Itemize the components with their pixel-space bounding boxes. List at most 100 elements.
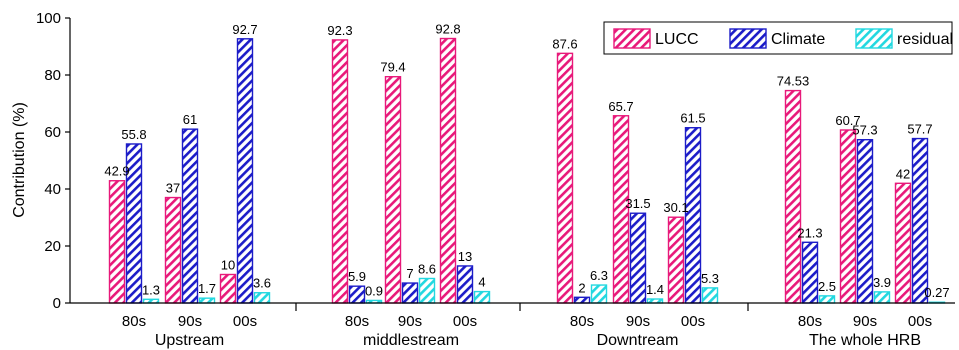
data-label-climate-11: 57.7 [907, 122, 932, 137]
y-tick-label: 40 [44, 181, 61, 198]
bar-residual-2 [253, 292, 271, 304]
bar-lucc-3 [331, 39, 349, 304]
bar-residual-1 [198, 297, 216, 304]
data-label-lucc-2: 10 [221, 258, 235, 273]
data-label-residual-0: 1.3 [142, 282, 160, 297]
bar-lucc-2 [219, 273, 237, 304]
legend-label-climate: Climate [771, 31, 825, 48]
x-tick-label: 00s [453, 313, 477, 330]
x-tick-label: 80s [345, 313, 369, 330]
data-label-climate-1: 61 [183, 112, 197, 127]
data-label-climate-7: 31.5 [625, 196, 650, 211]
bar-lucc-4 [384, 76, 402, 304]
group-label: The whole HRB [809, 332, 921, 349]
data-label-residual-11: 0.27 [924, 285, 949, 300]
legend-swatch-climate [729, 28, 767, 49]
bar-climate-11 [911, 137, 929, 304]
data-label-lucc-3: 92.3 [327, 23, 352, 38]
bar-lucc-11 [894, 182, 912, 304]
data-label-climate-3: 5.9 [348, 269, 366, 284]
data-label-residual-8: 5.3 [701, 271, 719, 286]
bar-climate-5 [456, 265, 474, 304]
y-axis-title: Contribution (%) [11, 102, 28, 218]
bar-lucc-1 [164, 196, 182, 304]
data-label-lucc-9: 74.53 [777, 74, 810, 89]
bar-climate-4 [401, 282, 419, 304]
x-tick-label: 90s [853, 313, 877, 330]
data-label-residual-9: 2.5 [818, 279, 836, 294]
x-tick-label: 80s [122, 313, 146, 330]
bar-lucc-5 [439, 37, 457, 304]
data-labels-layer: 42.9 37 10 92.3 79.4 92.8 87.6 65.7 30.1 74.53 60.… [104, 22, 949, 301]
bar-climate-2 [236, 38, 254, 304]
x-tick-label: 90s [178, 313, 202, 330]
bar-lucc-8 [667, 216, 685, 304]
bar-residual-9 [818, 295, 836, 304]
legend-label-residual: residual [897, 31, 953, 48]
bar-residual-6 [590, 284, 608, 304]
data-label-residual-4: 8.6 [418, 261, 436, 276]
x-tick-label: 00s [233, 313, 257, 330]
data-label-climate-2: 92.7 [232, 22, 257, 37]
data-label-lucc-10: 60.7 [835, 113, 860, 128]
data-label-residual-1: 1.7 [198, 281, 216, 296]
bar-climate-6 [573, 296, 591, 304]
legend: LUCC Climate residual [603, 21, 953, 55]
data-label-lucc-6: 87.6 [552, 36, 577, 51]
x-tick-label: 90s [626, 313, 650, 330]
legend-label-lucc: LUCC [655, 31, 699, 48]
bar-residual-4 [418, 277, 436, 304]
bar-residual-10 [873, 291, 891, 304]
y-tick-label: 80 [44, 67, 61, 84]
data-label-climate-9: 21.3 [797, 225, 822, 240]
data-label-climate-5: 13 [458, 249, 472, 264]
x-tick-label: 00s [908, 313, 932, 330]
data-label-climate-10: 57.3 [852, 123, 877, 138]
data-label-residual-6: 6.3 [590, 268, 608, 283]
x-tick-label: 90s [398, 313, 422, 330]
legend-box [603, 21, 953, 55]
x-tick-label: 80s [798, 313, 822, 330]
data-label-residual-7: 1.4 [646, 282, 664, 297]
y-tick-label: 60 [44, 124, 61, 141]
data-label-lucc-0: 42.9 [104, 164, 129, 179]
data-label-climate-8: 61.5 [680, 111, 705, 126]
data-label-lucc-8: 30.1 [663, 200, 688, 215]
bar-climate-9 [801, 241, 819, 304]
data-label-residual-5: 4 [478, 275, 485, 290]
bar-lucc-9 [784, 89, 802, 304]
bar-lucc-0 [108, 180, 126, 304]
x-tick-label: 00s [681, 313, 705, 330]
data-label-climate-0: 55.8 [121, 127, 146, 142]
legend-swatch-lucc [613, 28, 651, 49]
data-label-climate-4: 7 [406, 266, 413, 281]
data-label-climate-6: 2 [578, 280, 585, 295]
bar-climate-7 [629, 212, 647, 304]
data-label-lucc-11: 42 [896, 166, 910, 181]
bar-climate-10 [856, 138, 874, 304]
bars-layer [108, 37, 946, 304]
y-tick-label: 20 [44, 238, 61, 255]
data-label-residual-10: 3.9 [873, 275, 891, 290]
y-tick-label: 0 [53, 295, 61, 312]
data-label-lucc-7: 65.7 [608, 99, 633, 114]
y-tick-label: 100 [36, 10, 61, 27]
bar-lucc-6 [556, 52, 574, 304]
bar-residual-8 [701, 287, 719, 304]
bar-lucc-10 [839, 129, 857, 304]
bar-climate-8 [684, 127, 702, 304]
data-label-residual-2: 3.6 [253, 276, 271, 291]
data-label-lucc-5: 92.8 [435, 22, 460, 37]
bar-residual-5 [473, 290, 491, 304]
group-label: Downtream [597, 332, 679, 349]
bar-climate-1 [181, 128, 199, 304]
data-label-residual-3: 0.9 [365, 283, 383, 298]
x-tick-label: 80s [570, 313, 594, 330]
data-label-lucc-1: 37 [166, 181, 180, 196]
axes-layer: 0 20 40 60 80 100 80s 90s 00s Upstream 80s 90s 00s mi… [36, 10, 955, 349]
legend-swatch-residual [855, 28, 893, 49]
data-label-lucc-4: 79.4 [380, 60, 405, 75]
bar-climate-3 [348, 285, 366, 304]
group-label: Upstream [155, 332, 224, 349]
